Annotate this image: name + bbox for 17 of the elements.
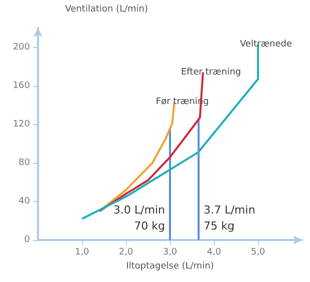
x-tick-label: 1,0 — [74, 248, 90, 258]
y-tick-label: 40 — [18, 196, 30, 206]
y-axis-title: Ventilation (L/min) — [65, 4, 148, 14]
x-tick-label: 2,0 — [118, 248, 134, 258]
y-tick-label: 160 — [12, 80, 30, 91]
x-tick-label: 5,0 — [250, 248, 266, 258]
y-tick-label: 80 — [18, 158, 30, 168]
series-label: Efter træning — [180, 67, 242, 78]
annotation: 3.7 L/min 75 kg — [204, 204, 256, 232]
x-tick-label: 3,0 — [162, 248, 178, 258]
y-tick-label: 0 — [24, 235, 30, 245]
y-tick-label: 120 — [12, 119, 30, 130]
x-axis-title: Iltoptagelse (L/min) — [126, 262, 214, 272]
x-tick-label: 4,0 — [206, 248, 222, 258]
series-label: Veltrænede — [240, 39, 292, 50]
annotation: 3.0 L/min 70 kg — [113, 204, 166, 232]
y-tick-label: 200 — [12, 42, 30, 52]
